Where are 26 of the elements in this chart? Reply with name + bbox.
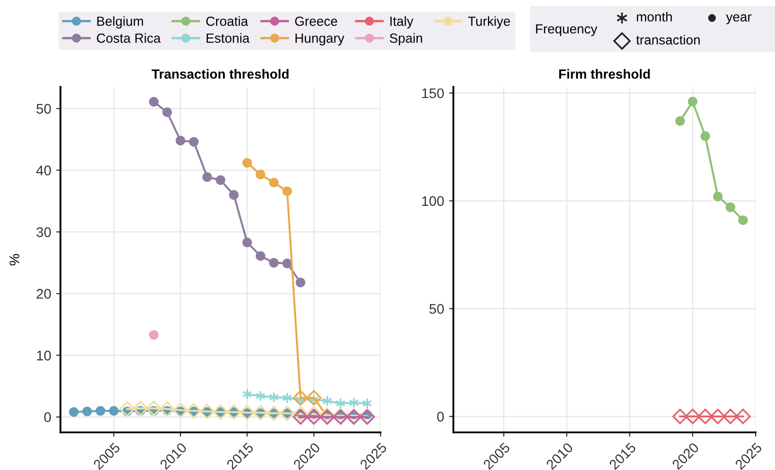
- legend-label: Estonia: [206, 33, 250, 43]
- legend-label: Italy: [390, 16, 414, 29]
- text: transaction: [636, 34, 700, 45]
- y-tick-label: 20: [36, 288, 51, 299]
- y-tick-label: 0: [44, 412, 51, 422]
- y-tick-label: 50: [429, 304, 444, 314]
- y-tick-label: 150: [422, 88, 444, 98]
- legend-title: Frequency: [536, 24, 598, 36]
- y-tick-label: 40: [36, 166, 51, 176]
- y-axis-title: %: [10, 254, 20, 266]
- y-tick-label: 100: [422, 196, 444, 206]
- chart-title: Transaction threshold: [152, 69, 289, 79]
- y-tick-label: 0: [437, 412, 444, 422]
- legend-label: Spain: [390, 33, 422, 46]
- y-tick-label: 30: [36, 227, 51, 238]
- legend-label: Turkiye: [468, 16, 510, 29]
- legend-label: Greece: [295, 16, 338, 26]
- legend-label: Belgium: [97, 16, 143, 29]
- text: year: [726, 14, 752, 24]
- chart-title: Firm threshold: [559, 69, 650, 79]
- y-tick-label: 50: [36, 104, 51, 114]
- legend-label: Croatia: [206, 16, 248, 26]
- legend-label: Hungary: [296, 34, 344, 46]
- y-tick-label: 10: [37, 350, 51, 360]
- legend-label: Costa Rica: [96, 33, 161, 43]
- text: month: [636, 12, 672, 22]
